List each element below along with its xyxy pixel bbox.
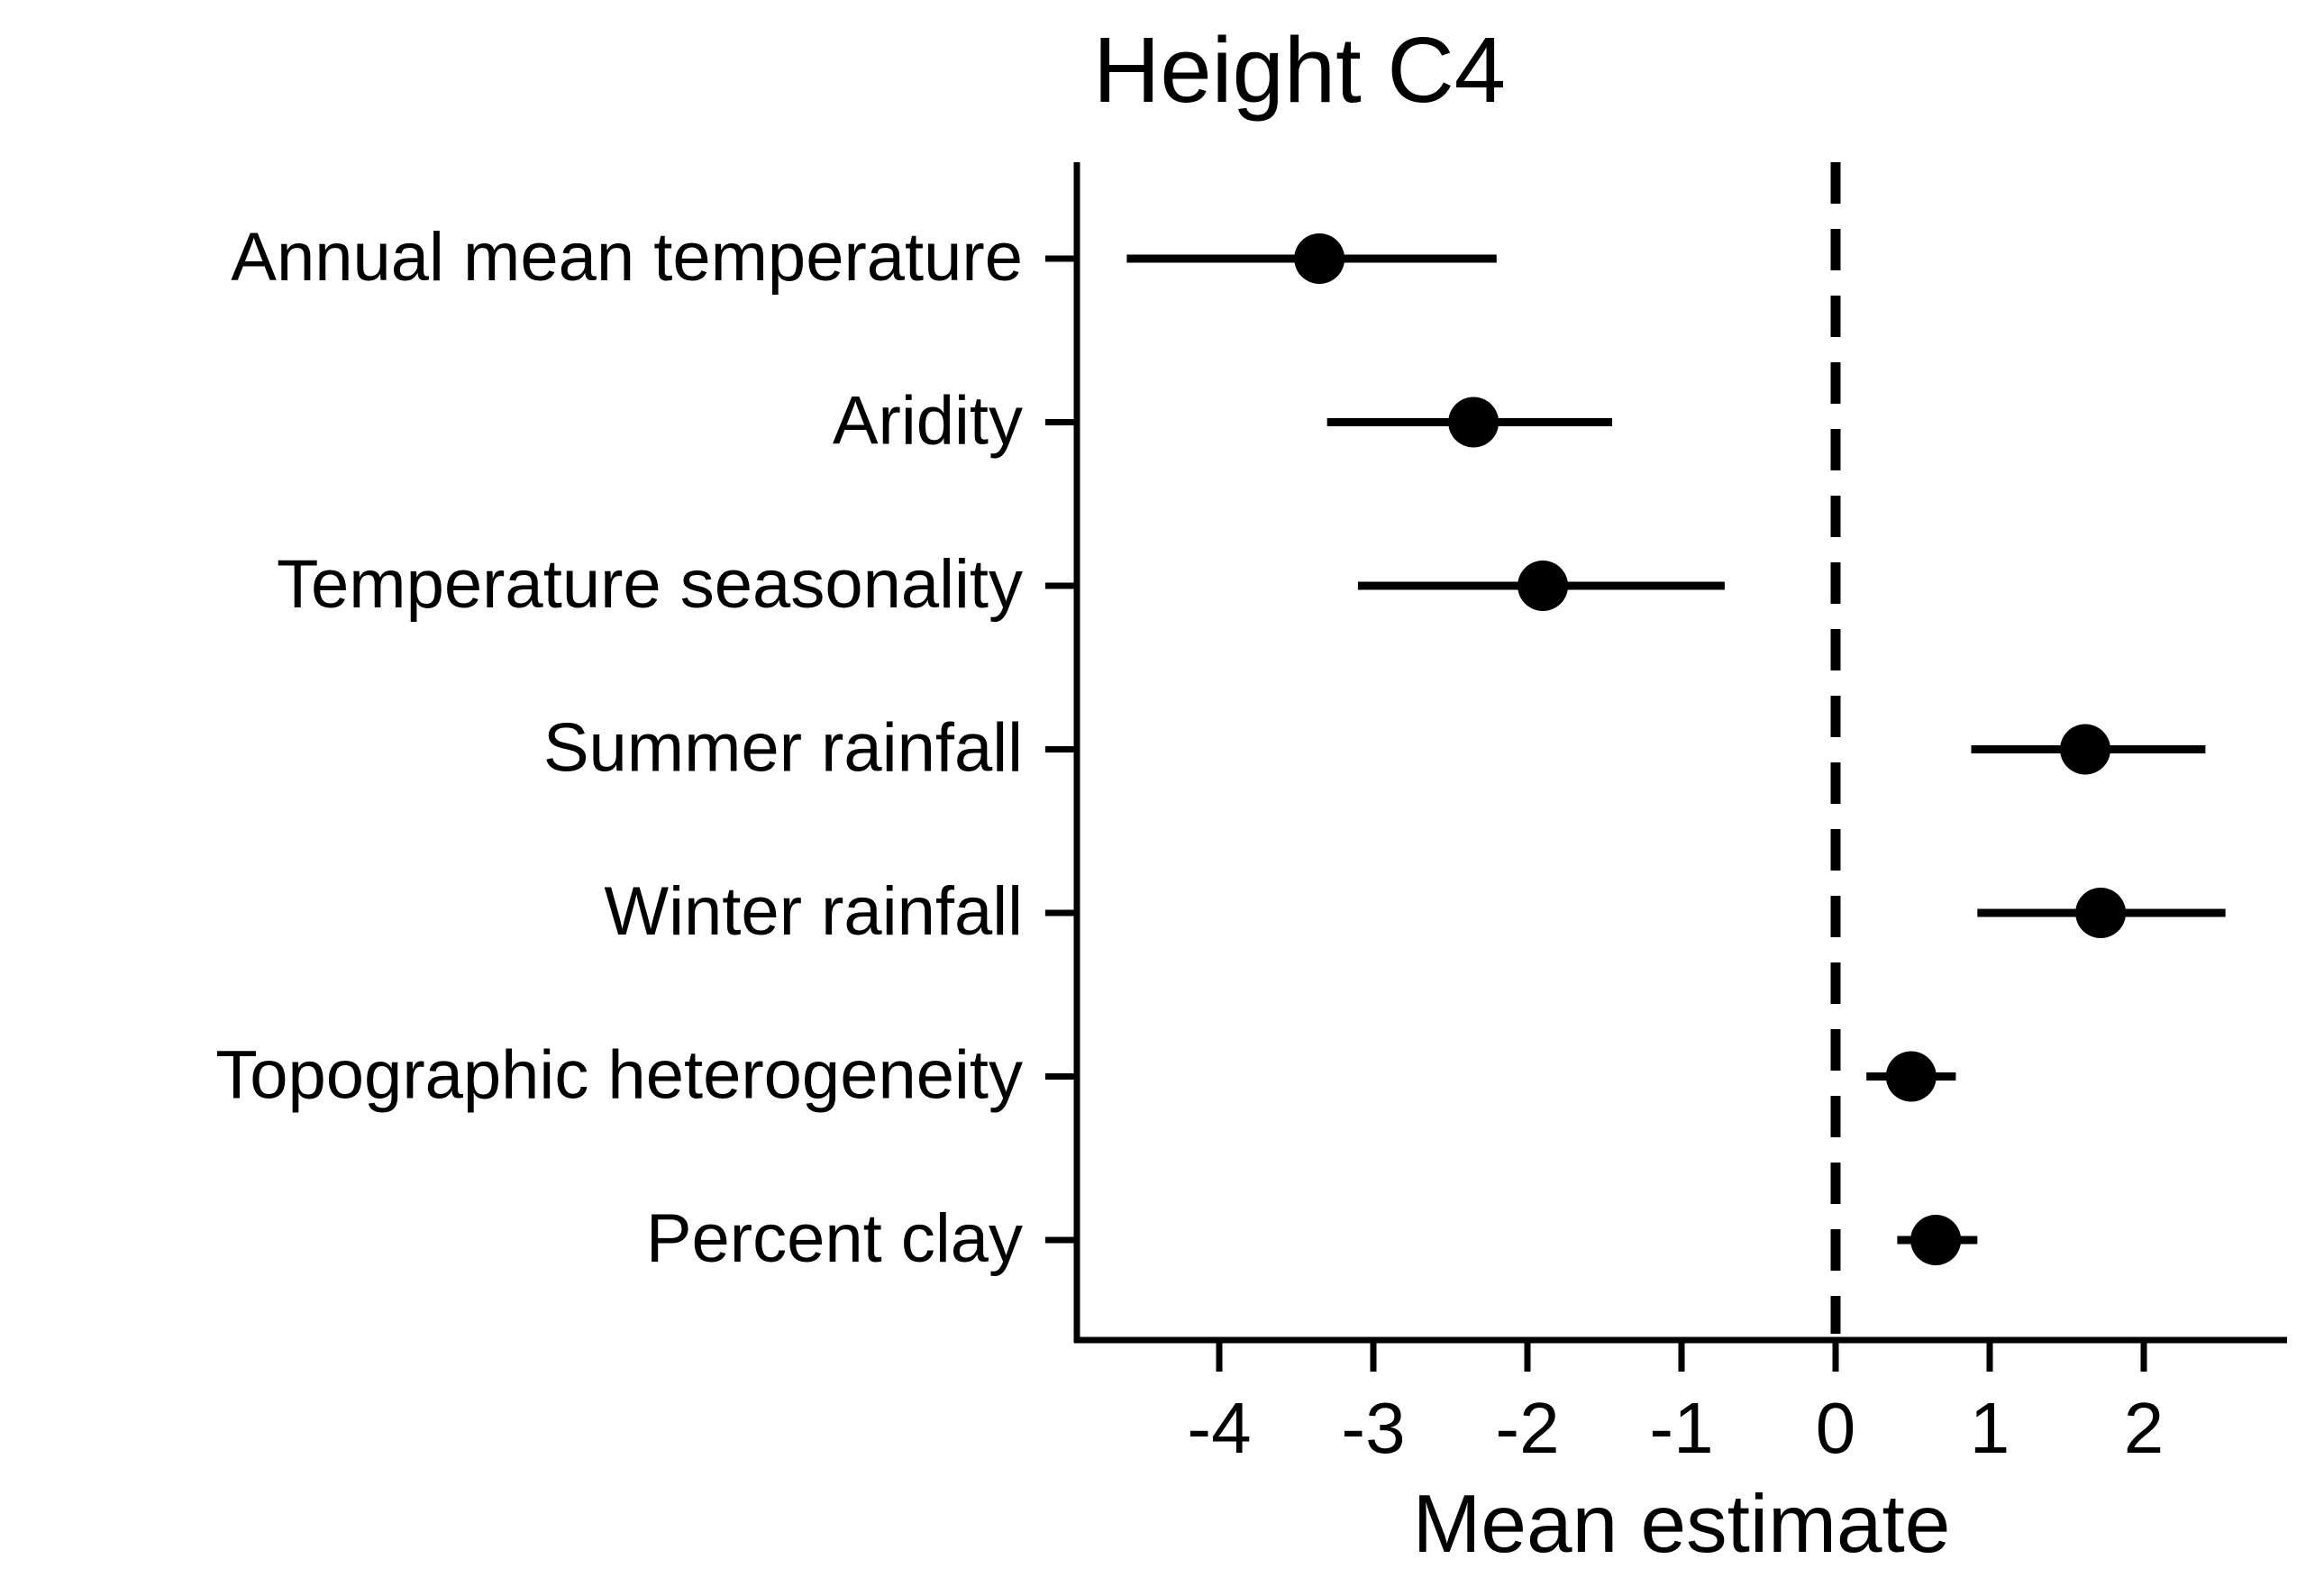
x-axis-label: Mean estimate <box>1413 1479 1951 1570</box>
estimate-point <box>1885 1051 1937 1102</box>
y-axis-ticks <box>1045 255 1077 1244</box>
x-tick-label: 1 <box>1970 1388 2010 1468</box>
estimate-point <box>1294 233 1345 284</box>
x-tick-label: -3 <box>1341 1388 1405 1468</box>
chart-title: Height C4 <box>1093 18 1506 122</box>
x-axis-ticks <box>1216 1340 2147 1372</box>
estimate-point <box>1518 561 1569 611</box>
y-tick-label: Annual mean temperature <box>231 219 1023 296</box>
x-tick-label: -1 <box>1649 1388 1713 1468</box>
x-tick-label: 2 <box>2124 1388 2165 1468</box>
y-axis-tick-labels: Annual mean temperature Aridity Temperatur… <box>215 219 1023 1277</box>
y-tick-label: Temperature seasonality <box>277 546 1023 623</box>
x-tick-label: 0 <box>1816 1388 1856 1468</box>
y-tick-label: Aridity <box>833 383 1023 460</box>
y-tick-label: Topographic heterogeneity <box>215 1037 1023 1114</box>
y-tick-label: Percent clay <box>646 1200 1023 1277</box>
x-tick-label: -2 <box>1495 1388 1559 1468</box>
estimate-point <box>2075 888 2127 938</box>
estimate-point <box>1910 1215 1962 1265</box>
y-tick-label: Summer rainfall <box>543 710 1023 787</box>
x-axis-tick-labels: -4 -3 -2 -1 0 1 2 <box>1187 1388 2164 1468</box>
x-tick-label: -4 <box>1187 1388 1251 1468</box>
y-tick-label: Winter rainfall <box>604 873 1023 950</box>
estimate-points <box>1294 233 2127 1265</box>
estimate-point <box>1448 397 1499 448</box>
estimate-point <box>2060 724 2111 775</box>
